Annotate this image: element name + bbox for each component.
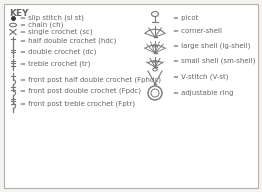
Text: = corner-shell: = corner-shell (173, 28, 222, 34)
Text: = half double crochet (hdc): = half double crochet (hdc) (20, 38, 116, 44)
Text: = treble crochet (tr): = treble crochet (tr) (20, 61, 90, 67)
Text: = V-stitch (V-st): = V-stitch (V-st) (173, 74, 228, 80)
Text: = small shell (sm-shell): = small shell (sm-shell) (173, 58, 255, 64)
Text: = picot: = picot (173, 15, 198, 21)
Text: = double crochet (dc): = double crochet (dc) (20, 49, 96, 55)
Text: = single crochet (sc): = single crochet (sc) (20, 29, 93, 35)
Text: = front post half double crochet (Fphdc): = front post half double crochet (Fphdc) (20, 77, 161, 83)
Text: = front post treble crochet (Fptr): = front post treble crochet (Fptr) (20, 101, 135, 107)
Text: = slip stitch (sl st): = slip stitch (sl st) (20, 15, 84, 21)
Text: = chain (ch): = chain (ch) (20, 22, 63, 28)
Text: = front post double crochet (Fpdc): = front post double crochet (Fpdc) (20, 88, 141, 94)
Text: KEY: KEY (9, 9, 29, 18)
Text: = large shell (lg-shell): = large shell (lg-shell) (173, 43, 250, 49)
FancyBboxPatch shape (4, 4, 258, 188)
Text: = adjustable ring: = adjustable ring (173, 90, 233, 96)
